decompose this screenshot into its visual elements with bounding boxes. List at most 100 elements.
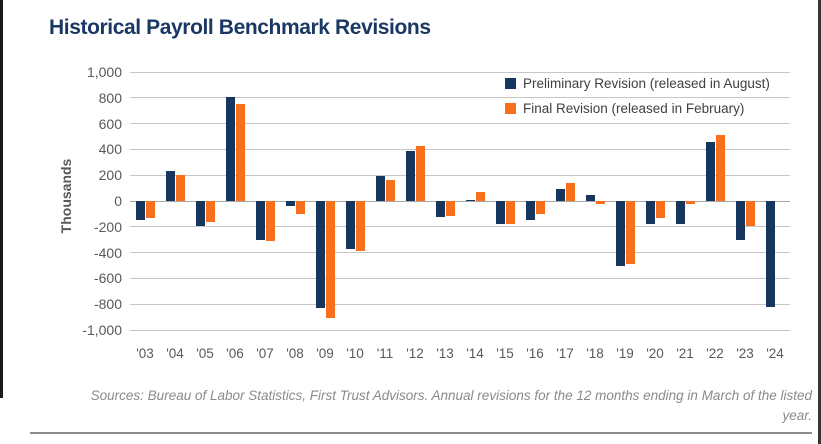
x-tick-label-08: '08	[286, 346, 304, 361]
y-tick-label--600: -600	[93, 270, 122, 287]
bar-preliminary-23	[736, 201, 745, 241]
final-series-label: Final Revision (released in February)	[523, 101, 745, 116]
final-series-swatch	[505, 103, 516, 114]
source-note-line1: Sources: Bureau of Labor Statistics, Fir…	[90, 388, 812, 403]
bar-final-03	[146, 201, 155, 218]
gridline-600	[130, 123, 790, 125]
x-tick-label-21: '21	[676, 346, 694, 361]
bar-final-18	[596, 201, 605, 204]
x-tick-label-16: '16	[526, 346, 544, 361]
y-axis-tick-labels: 1,000 800 600 400 200 0 -200 -400 -600 -800 -1,000	[40, 64, 122, 338]
x-tick-label-13: '13	[436, 346, 454, 361]
y-tick-label--800: -800	[93, 296, 122, 313]
bar-preliminary-11	[376, 175, 385, 201]
bar-preliminary-04	[166, 170, 175, 201]
gridline-200	[130, 174, 790, 176]
y-tick-label-800: 800	[98, 89, 122, 106]
source-note-line2: year.	[782, 408, 812, 424]
bar-preliminary-18	[586, 194, 595, 201]
bar-preliminary-09	[316, 201, 325, 309]
x-tick-label-05: '05	[196, 346, 214, 361]
x-tick-label-09: '09	[316, 346, 334, 361]
bar-preliminary-20	[646, 201, 655, 225]
y-tick-label-1000: 1,000	[86, 64, 122, 80]
bar-final-07	[266, 201, 275, 241]
x-tick-label-19: '19	[616, 346, 634, 361]
y-tick-label--400: -400	[93, 244, 122, 261]
gridline-400	[130, 148, 790, 150]
x-tick-label-14: '14	[466, 346, 484, 361]
left-border	[0, 0, 3, 398]
y-tick-label--200: -200	[93, 218, 122, 235]
x-tick-label-18: '18	[586, 346, 604, 361]
y-tick-label-600: 600	[98, 115, 122, 132]
gridline--400	[130, 252, 790, 254]
right-border	[818, 0, 821, 444]
legend-item-preliminary: Preliminary Revision (released in August…	[505, 71, 770, 96]
bar-preliminary-08	[286, 201, 295, 206]
bar-final-10	[356, 201, 365, 252]
bar-preliminary-07	[256, 201, 265, 240]
bar-preliminary-16	[526, 201, 535, 221]
bar-final-17	[566, 182, 575, 201]
bar-final-09	[326, 201, 335, 318]
preliminary-series-swatch	[505, 78, 516, 89]
bar-preliminary-12	[406, 151, 415, 201]
bar-final-13	[446, 201, 455, 217]
x-tick-label-10: '10	[346, 346, 364, 361]
y-tick-label-200: 200	[98, 167, 122, 184]
bar-preliminary-06	[226, 96, 235, 201]
gridline-1000	[130, 71, 790, 73]
x-tick-label-20: '20	[646, 346, 664, 361]
bar-final-23	[746, 201, 755, 226]
source-note: Sources: Bureau of Labor Statistics, Fir…	[55, 386, 812, 427]
x-tick-label-11: '11	[376, 346, 394, 361]
bar-final-15	[506, 201, 515, 224]
y-tick-label-0: 0	[114, 193, 122, 209]
bar-final-05	[206, 201, 215, 223]
bar-final-16	[536, 201, 545, 214]
plot-area: '03 '04 '05 '06 '07 '08 '09 '10 '11 '12 '13 '14 '15 '…	[130, 71, 790, 361]
bar-preliminary-13	[436, 201, 445, 218]
x-tick-label-23: '23	[736, 346, 754, 361]
y-tick-label-400: 400	[98, 141, 122, 158]
bar-final-11	[386, 179, 395, 201]
gridline-0	[130, 200, 790, 202]
bar-preliminary-17	[556, 188, 565, 201]
bar-final-22	[716, 135, 725, 201]
x-tick-label-07: '07	[256, 346, 274, 361]
x-tick-label-03: '03	[136, 346, 154, 361]
bar-final-04	[176, 175, 185, 201]
legend: Preliminary Revision (released in August…	[505, 71, 770, 121]
gridline--1000	[130, 329, 790, 331]
bar-final-08	[296, 201, 305, 214]
bar-final-12	[416, 145, 425, 201]
x-tick-label-04: '04	[166, 346, 184, 361]
bar-final-14	[476, 191, 485, 201]
bar-final-19	[626, 201, 635, 265]
bottom-divider	[30, 432, 812, 434]
bar-preliminary-15	[496, 201, 505, 225]
bar-preliminary-24	[766, 201, 775, 307]
bar-preliminary-05	[196, 201, 205, 227]
x-tick-label-12: '12	[406, 346, 424, 361]
x-tick-label-15: '15	[496, 346, 514, 361]
x-tick-label-06: '06	[226, 346, 244, 361]
preliminary-series-label: Preliminary Revision (released in August…	[523, 76, 770, 91]
bar-preliminary-03	[136, 201, 145, 221]
bar-final-21	[686, 201, 695, 204]
x-tick-label-17: '17	[556, 346, 574, 361]
x-tick-label-24: '24	[766, 346, 784, 361]
gridline--800	[130, 303, 790, 305]
gridline--600	[130, 277, 790, 279]
gridline--200	[130, 226, 790, 228]
legend-item-final: Final Revision (released in February)	[505, 96, 770, 121]
bar-preliminary-19	[616, 201, 625, 266]
bar-preliminary-21	[676, 201, 685, 224]
bar-preliminary-22	[706, 141, 715, 201]
gridline-800	[130, 97, 790, 99]
bar-final-20	[656, 201, 665, 218]
y-tick-label--1000: -1,000	[82, 322, 122, 338]
bar-preliminary-10	[346, 201, 355, 250]
